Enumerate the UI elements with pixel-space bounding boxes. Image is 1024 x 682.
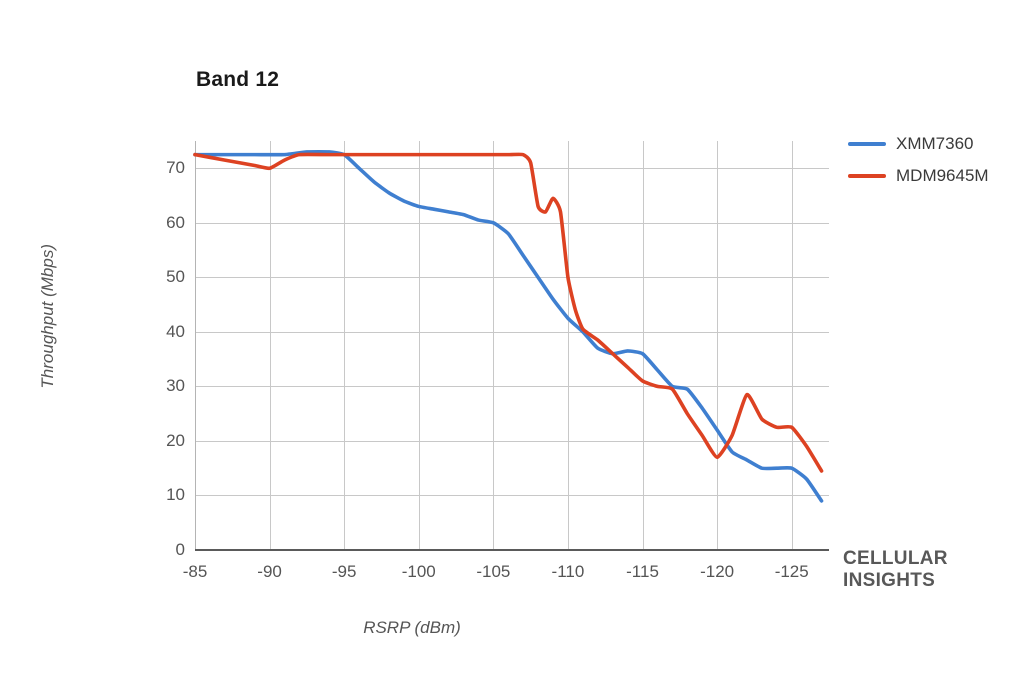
y-tick-label: 20 <box>166 430 185 450</box>
y-tick-label: 10 <box>166 485 185 505</box>
gridline-v <box>567 141 569 550</box>
legend-label: MDM9645M <box>896 166 989 185</box>
x-axis-line <box>195 549 829 551</box>
x-tick-label: -125 <box>774 562 809 581</box>
y-axis-title: Throughput (Mbps) <box>38 244 57 389</box>
gridline-v <box>344 141 346 550</box>
gridline-v <box>642 141 644 550</box>
x-tick-label: -120 <box>700 562 735 581</box>
y-axis-line <box>195 141 196 550</box>
x-axis-tick-labels: -85 -90 -95 -100 -105 -110 -115 -120 -125 <box>183 562 829 586</box>
gridline-v <box>418 141 420 550</box>
branding-line-2: INSIGHTS <box>843 570 936 592</box>
gridline-v <box>493 141 495 550</box>
legend-item[interactable]: MDM9645M <box>848 160 1024 192</box>
y-tick-label: 30 <box>166 376 185 396</box>
series-line <box>193 149 824 503</box>
gridline-h <box>195 440 829 442</box>
gridline-h <box>195 331 829 333</box>
x-tick-label: -90 <box>257 562 282 581</box>
legend-label: XMM7360 <box>896 134 974 153</box>
branding-line-1: CELLULAR <box>843 548 948 569</box>
gridline-h <box>195 168 829 170</box>
x-tick-label: -110 <box>551 562 585 581</box>
x-tick-label: -95 <box>331 562 357 581</box>
series-lines <box>193 149 824 503</box>
gridline-h <box>195 277 829 279</box>
y-tick-label: 50 <box>166 267 185 287</box>
gridline-v <box>717 141 719 550</box>
gridline-v <box>791 141 793 550</box>
x-tick-label: -105 <box>476 562 511 581</box>
chart-legend: XMM7360 MDM9645M <box>848 128 1024 192</box>
gridline-h <box>195 222 829 224</box>
legend-color-swatch <box>848 142 886 146</box>
plot-area <box>193 141 829 551</box>
gridline-h <box>195 495 829 497</box>
gridline-h <box>195 386 829 388</box>
y-tick-label: 40 <box>166 321 185 341</box>
x-tick-label: -100 <box>401 562 436 581</box>
branding-watermark: CELLULAR INSIGHTS <box>843 548 948 593</box>
y-tick-label: 70 <box>166 158 185 178</box>
x-tick-label: -85 <box>182 562 208 581</box>
x-axis-title: RSRP (dBm) <box>363 618 461 637</box>
y-axis-tick-labels: 0 10 20 30 40 50 60 70 <box>139 141 185 559</box>
series-line <box>193 152 824 473</box>
y-tick-label: 0 <box>175 540 185 559</box>
legend-item[interactable]: XMM7360 <box>848 128 1024 160</box>
x-tick-label: -115 <box>626 562 659 581</box>
chart-title: Band 12 <box>196 68 280 91</box>
gridline-v <box>269 141 271 550</box>
legend-color-swatch <box>848 174 886 178</box>
y-tick-label: 60 <box>166 212 185 232</box>
